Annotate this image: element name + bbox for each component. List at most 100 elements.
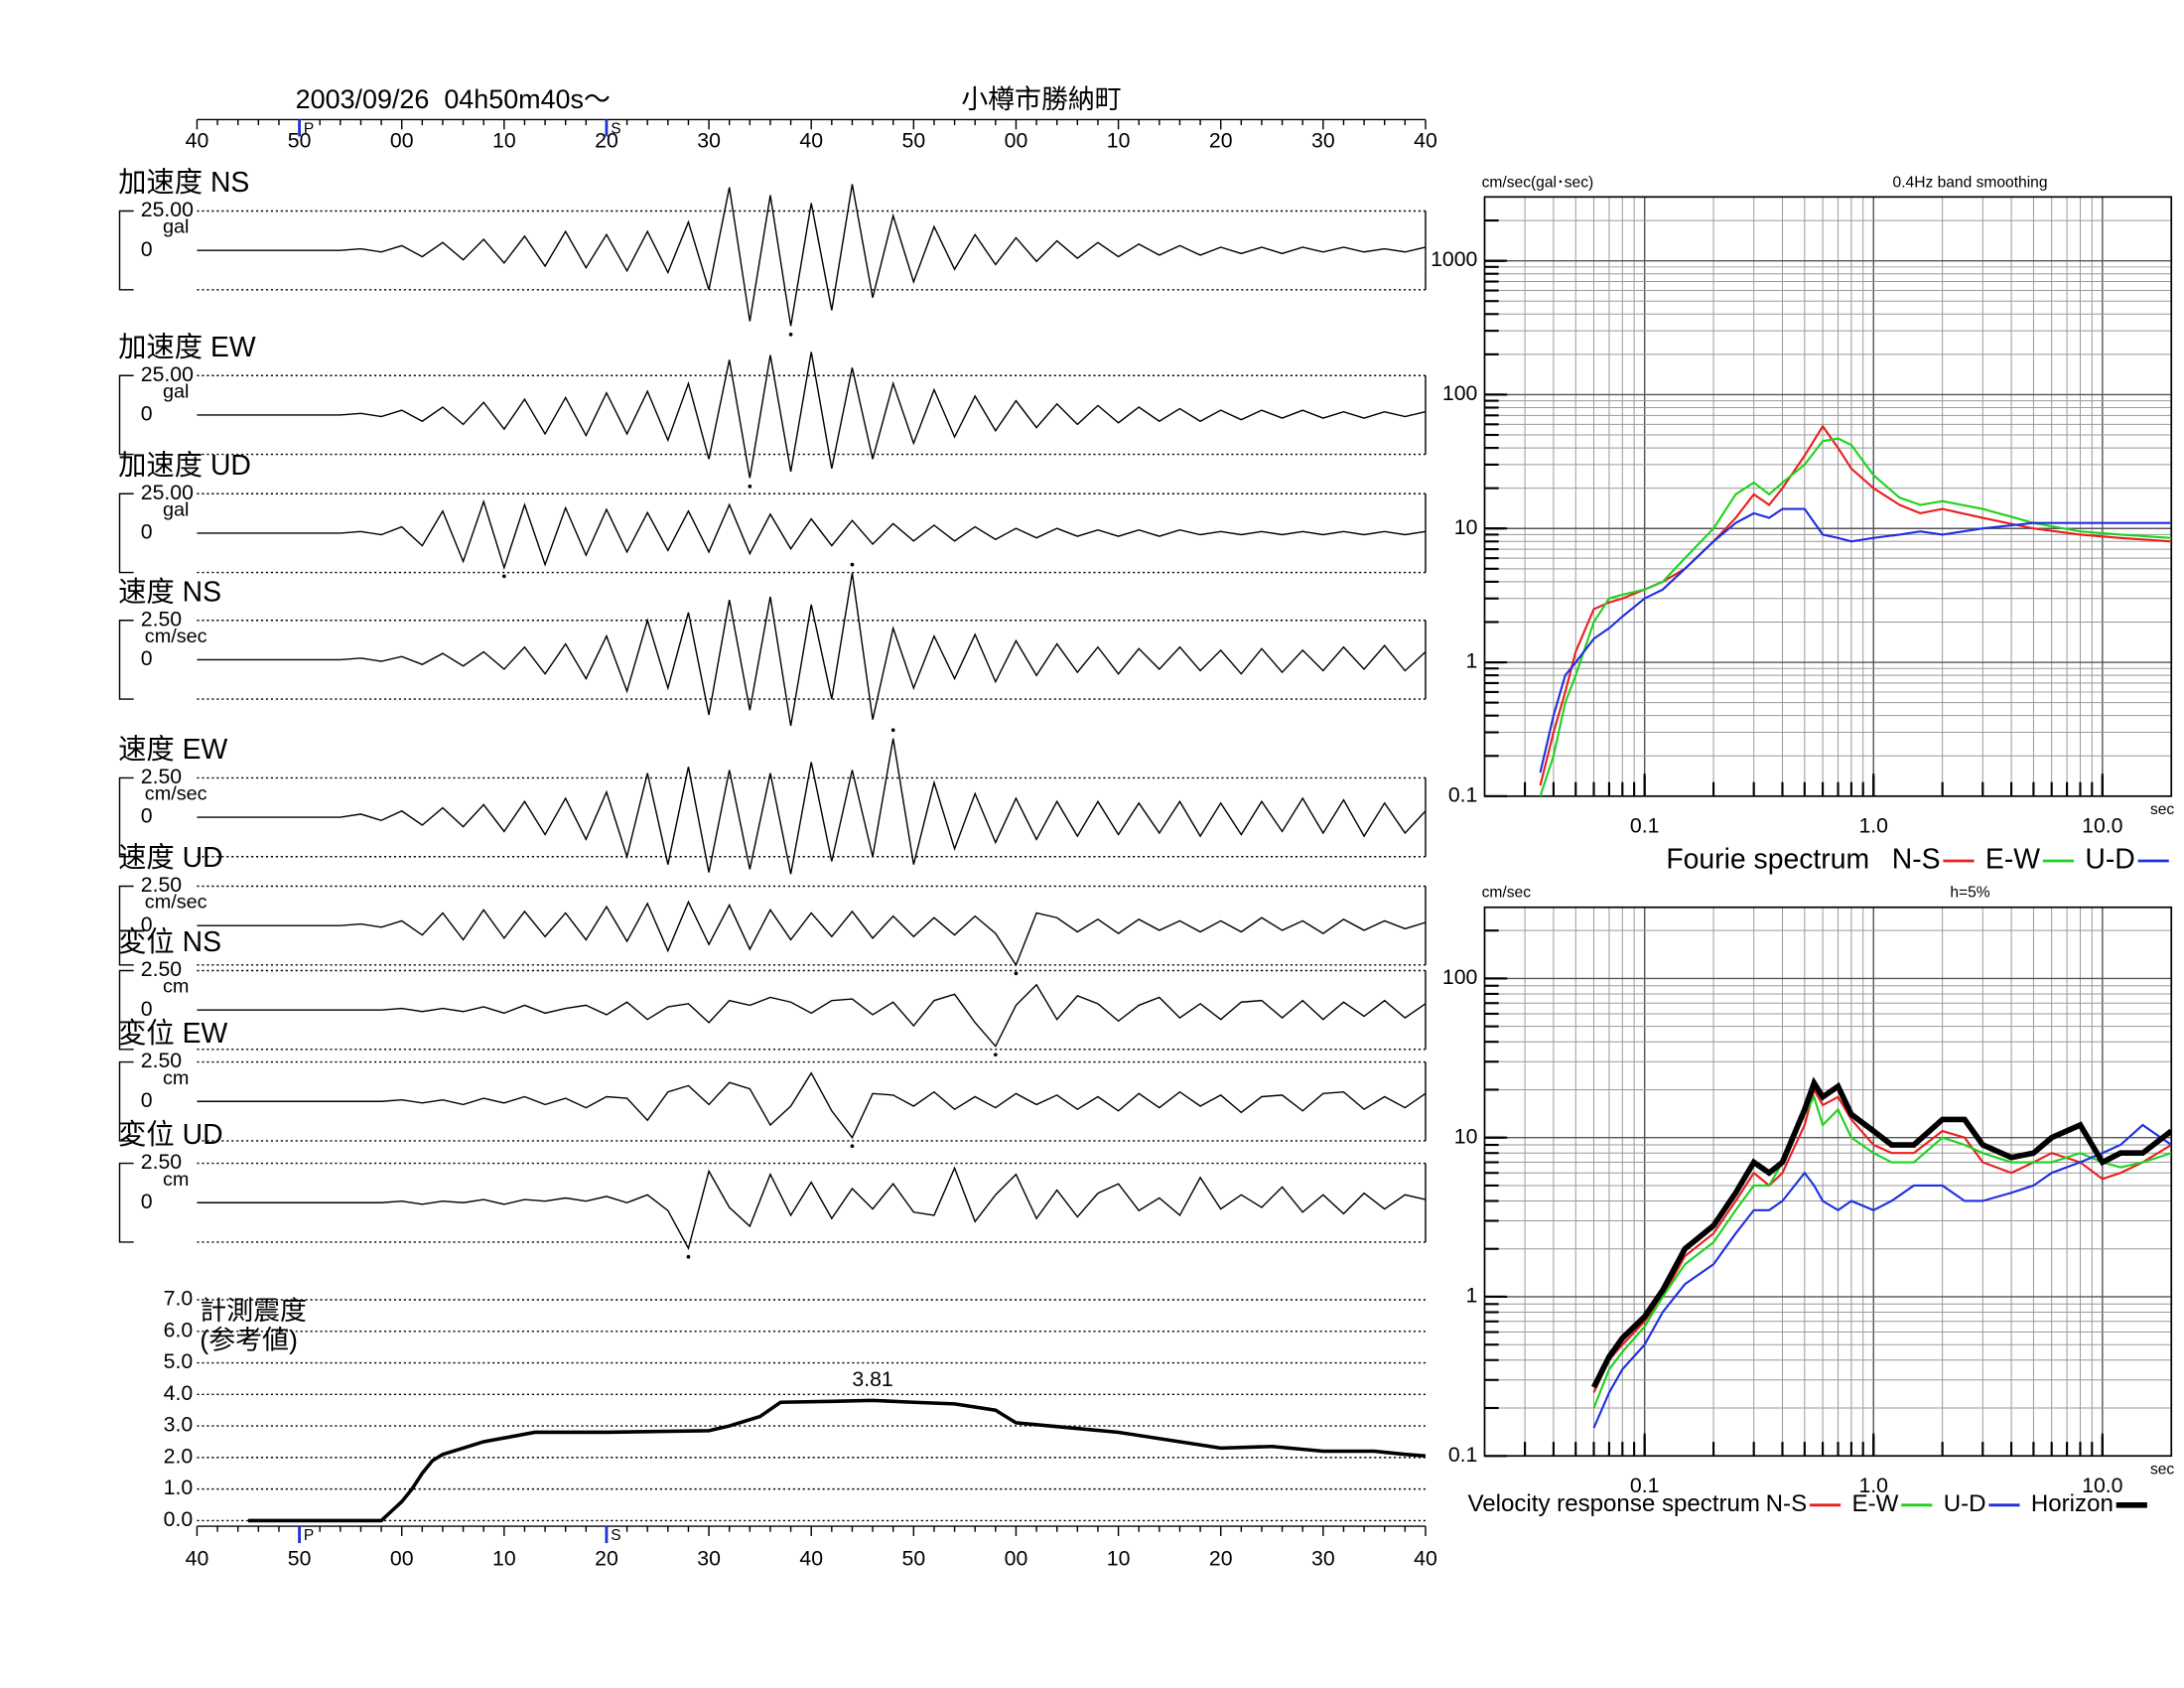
panel-bracket bbox=[118, 1162, 134, 1243]
unit-label: cm/sec bbox=[145, 783, 207, 805]
y-tick-label: 2.0 bbox=[164, 1444, 194, 1468]
legend-label: N-S bbox=[1766, 1490, 1807, 1517]
unit-label: gal bbox=[163, 216, 189, 238]
y-tick-label: 1000 bbox=[1431, 247, 1477, 271]
time-tick-label: 30 bbox=[697, 1547, 721, 1571]
y-tick-label: 0 bbox=[141, 646, 153, 670]
intensity-line bbox=[248, 1398, 1427, 1523]
time-tick-label: 10 bbox=[1107, 1547, 1131, 1571]
spectrum-line bbox=[1592, 1123, 2172, 1429]
x-unit: sec bbox=[2150, 1462, 2174, 1478]
time-tick-label: 00 bbox=[1005, 1547, 1028, 1571]
y-tick-label: 2.50 bbox=[141, 765, 182, 788]
peak-dot bbox=[1014, 971, 1019, 976]
unit-label: gal bbox=[163, 380, 189, 402]
time-tick-label: 40 bbox=[186, 1547, 209, 1571]
y-tick-label: 0 bbox=[141, 1088, 153, 1112]
time-tick-label: 40 bbox=[1414, 129, 1437, 153]
y-tick-label: 3.0 bbox=[164, 1413, 194, 1437]
panel-bracket bbox=[118, 885, 134, 966]
legend-label: U-D bbox=[2085, 843, 2134, 875]
unit-label: cm bbox=[163, 976, 189, 998]
phase-label: P bbox=[304, 1527, 314, 1544]
legend-label: Horizon bbox=[2031, 1490, 2114, 1517]
y-tick-label: 4.0 bbox=[164, 1381, 194, 1405]
time-tick-label: 50 bbox=[288, 1547, 312, 1571]
legend-label: N-S bbox=[1892, 843, 1941, 875]
peak-dot bbox=[993, 1053, 998, 1057]
phase-label: S bbox=[611, 120, 620, 137]
waveform-trace bbox=[197, 738, 1427, 875]
time-tick-label: 30 bbox=[697, 129, 721, 153]
peak-dot bbox=[501, 574, 506, 579]
peak-dot bbox=[890, 728, 895, 733]
plot-frame bbox=[1483, 196, 2173, 797]
y-tick-label: 0.1 bbox=[1448, 782, 1478, 806]
peak-dot bbox=[788, 332, 793, 337]
y-tick-label: 25.00 bbox=[141, 481, 194, 504]
time-tick-label: 50 bbox=[902, 1547, 926, 1571]
unit-label: cm/sec bbox=[145, 626, 207, 647]
y-tick-label: 2.50 bbox=[141, 607, 182, 631]
panel-bracket bbox=[118, 969, 134, 1051]
y-tick-label: 0 bbox=[141, 520, 153, 544]
y-tick-label: 1.0 bbox=[164, 1476, 194, 1499]
waveform-trace bbox=[197, 498, 1427, 571]
y-tick-label: 2.50 bbox=[141, 1150, 182, 1174]
time-tick-label: 20 bbox=[595, 1547, 618, 1571]
waveform-trace bbox=[197, 1166, 1427, 1251]
unit-label: cm/sec bbox=[145, 892, 207, 914]
time-tick-label: 00 bbox=[1005, 129, 1028, 153]
x-tick-label: 1.0 bbox=[1858, 814, 1888, 838]
y-tick-label: 7.0 bbox=[164, 1287, 194, 1311]
legend-label: U-D bbox=[1944, 1490, 1986, 1517]
spectrum-line bbox=[1592, 1086, 2172, 1393]
panel-bracket bbox=[118, 374, 134, 456]
y-tick-label: 1 bbox=[1466, 649, 1478, 673]
panel-bracket bbox=[118, 492, 134, 574]
y-tick-label: 2.50 bbox=[141, 1049, 182, 1072]
waveform-trace bbox=[197, 573, 1427, 727]
y-tick-label: 0 bbox=[141, 997, 153, 1021]
y-tick-label: 0.0 bbox=[164, 1507, 194, 1531]
spectrum-line bbox=[1592, 1094, 2172, 1409]
time-tick-label: 00 bbox=[390, 129, 414, 153]
series-group bbox=[1590, 1076, 2172, 1429]
panel-title: 速度 EW bbox=[118, 734, 227, 766]
peak-dot bbox=[686, 1254, 691, 1259]
panel-title: 速度 UD bbox=[118, 842, 222, 874]
peak-dot bbox=[850, 1144, 855, 1149]
x-tick-label: 1.0 bbox=[1858, 1474, 1888, 1497]
y-tick-label: 25.00 bbox=[141, 198, 194, 221]
y-tick-label: 10 bbox=[1454, 1124, 1478, 1148]
y-tick-label: 0 bbox=[141, 402, 153, 426]
unit-label: cm bbox=[163, 1169, 189, 1191]
spectrum-line bbox=[1539, 507, 2172, 774]
time-tick-label: 30 bbox=[1311, 129, 1335, 153]
panel-title: 加速度 EW bbox=[118, 332, 256, 363]
panel-title: 変位 UD bbox=[118, 1119, 222, 1151]
y-tick-label: 5.0 bbox=[164, 1349, 194, 1373]
panel-bracket bbox=[118, 776, 134, 858]
waveform-trace bbox=[197, 1071, 1427, 1140]
panel-title: 変位 NS bbox=[118, 926, 221, 958]
legend-label: E-W bbox=[1852, 1490, 1899, 1517]
x-tick-label: 0.1 bbox=[1630, 1474, 1660, 1497]
y-tick-label: 0.1 bbox=[1448, 1443, 1478, 1467]
panel-subtitle: (参考値) bbox=[200, 1326, 298, 1355]
panel-bracket bbox=[118, 620, 134, 700]
x-tick-label: 10.0 bbox=[2082, 814, 2122, 838]
y-tick-label: 0 bbox=[141, 1190, 153, 1213]
series-group bbox=[1539, 424, 2172, 796]
phase-label: P bbox=[304, 120, 314, 137]
time-tick-label: 50 bbox=[288, 129, 312, 153]
time-tick-label: 20 bbox=[595, 129, 618, 153]
panel-title: 速度 NS bbox=[118, 576, 221, 608]
time-tick-label: 20 bbox=[1209, 129, 1233, 153]
peak-dot bbox=[748, 485, 752, 489]
spectrum-line bbox=[1539, 424, 2172, 786]
y-tick-label: 6.0 bbox=[164, 1318, 194, 1341]
waveform-trace bbox=[197, 900, 1427, 967]
peak-label: 3.81 bbox=[852, 1367, 892, 1391]
panel-bracket bbox=[118, 210, 134, 291]
